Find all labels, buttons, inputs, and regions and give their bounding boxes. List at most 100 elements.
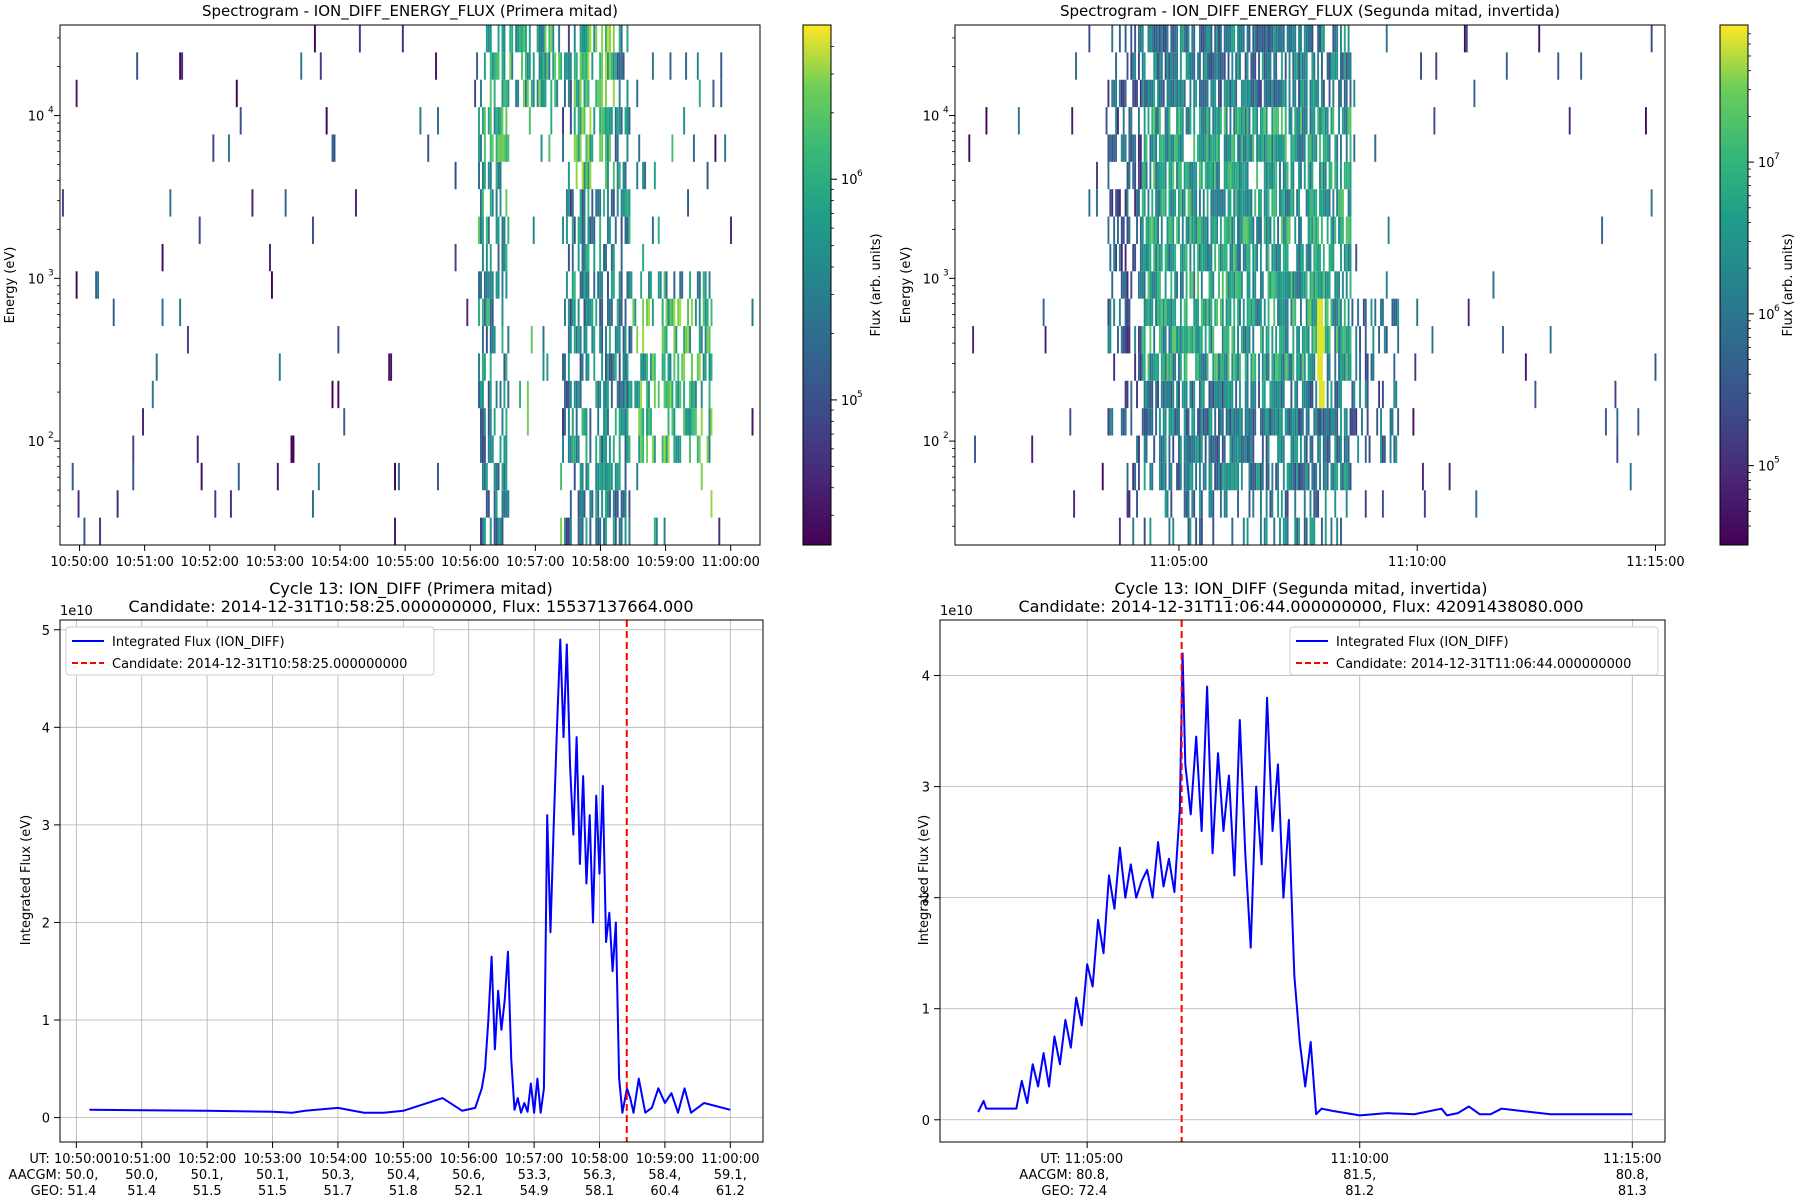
spectrogram-cell — [640, 435, 643, 463]
spectrogram-cell — [1153, 52, 1156, 80]
spectrogram-cell — [200, 462, 203, 491]
spectrogram-cell — [1288, 189, 1291, 217]
spectrogram-cell — [1298, 189, 1300, 217]
spectrogram-cell — [1246, 79, 1249, 108]
spectrogram-cell — [1158, 79, 1161, 108]
spectrogram-cell — [601, 435, 604, 463]
spectrogram-cell — [1240, 79, 1243, 108]
spectrogram-cell — [1178, 435, 1180, 463]
spectrogram-cell — [1248, 243, 1251, 272]
spectrogram-cell — [593, 107, 596, 135]
spectrogram-cell — [587, 353, 590, 381]
spectrogram-cell — [437, 462, 439, 491]
spectrogram-cell — [1181, 380, 1184, 409]
spectrogram-cell — [581, 517, 584, 545]
spectrogram-cell — [1198, 216, 1201, 244]
spectrogram-cell — [603, 107, 606, 135]
spectrogram-cell — [1286, 326, 1289, 354]
y-tick-label: 10 — [28, 435, 45, 450]
spectrogram-cell — [1235, 353, 1238, 381]
spectrogram-cell — [1227, 380, 1230, 409]
spectrogram-cell — [1271, 161, 1274, 190]
spectrogram-cell — [1202, 25, 1205, 53]
spectrogram-cell — [1242, 107, 1245, 135]
spectrogram-cell — [583, 271, 586, 299]
spectrogram-cell — [1229, 462, 1232, 491]
spectrogram-cell — [595, 490, 598, 518]
spectrogram-cell — [1193, 490, 1196, 518]
spectrogram-cell — [1298, 52, 1300, 80]
spectrogram-cell — [509, 25, 512, 53]
spectrogram-cell — [612, 353, 615, 381]
spectrogram-cell — [1273, 271, 1276, 299]
spectrogram-cell — [1193, 134, 1196, 162]
spectrogram-cell — [1191, 462, 1194, 491]
spectrogram-cell — [495, 134, 498, 162]
spectrogram-cell — [1359, 326, 1361, 354]
spectrogram-cell — [1290, 271, 1293, 299]
spectrogram-cell — [1151, 271, 1154, 299]
spectrogram-cell — [1338, 216, 1341, 244]
spectrogram-cell — [1309, 380, 1312, 409]
spectrogram-cell — [1340, 462, 1342, 491]
spectrogram-cell — [1248, 134, 1251, 162]
x-tick-label: 50.6, — [452, 1168, 485, 1183]
spectrogram-cell — [1216, 353, 1219, 381]
spectrogram-cell — [1298, 517, 1300, 545]
spectrogram-cell — [1338, 271, 1341, 299]
spectrogram-cell — [575, 134, 578, 162]
spectrogram-cell — [649, 408, 652, 436]
spectrogram-cell — [540, 25, 543, 53]
spectrogram-first-half: Spectrogram - ION_DIFF_ENERGY_FLUX (Prim… — [3, 2, 884, 570]
spectrogram-cell — [1136, 189, 1138, 217]
spectrogram-cell — [1288, 271, 1291, 299]
spectrogram-cell — [1299, 353, 1302, 381]
spectrogram-cell — [1334, 490, 1337, 518]
spectrogram-cell — [608, 107, 611, 135]
spectrogram-cell — [521, 25, 523, 53]
spectrogram-cell — [605, 243, 607, 272]
spectrogram-cell — [1307, 408, 1310, 436]
spectrogram-cell — [1179, 353, 1182, 381]
spectrogram-cell — [1178, 408, 1180, 436]
spectrogram-cell — [1214, 435, 1217, 463]
spectrogram-cell — [75, 79, 78, 108]
spectrogram-cell — [1326, 380, 1329, 409]
spectrogram-cell — [1145, 243, 1148, 272]
spectrogram-cell — [583, 408, 586, 436]
spectrogram-cell — [526, 79, 529, 108]
spectrogram-cell — [1166, 380, 1169, 409]
spectrogram-cell — [1376, 408, 1379, 436]
spectrogram-cell — [1290, 353, 1293, 381]
spectrogram-cell — [1263, 298, 1266, 327]
series-line-integrated-flux — [89, 638, 731, 1114]
spectrogram-cell — [579, 216, 582, 244]
spectrogram-cell — [397, 462, 400, 491]
spectrogram-cell — [1336, 52, 1339, 80]
spectrogram-cell — [1189, 216, 1192, 244]
x-tick-label: 50.0, — [125, 1168, 158, 1183]
spectrogram-cell — [276, 462, 279, 491]
spectrogram-cell — [1252, 326, 1255, 354]
spectrogram-cell — [646, 408, 648, 436]
spectrogram-cell — [1256, 134, 1259, 162]
spectrogram-cell — [708, 326, 711, 354]
spectrogram-cell — [503, 134, 506, 162]
spectrogram-cell — [1088, 25, 1091, 53]
spectrogram-cell — [1345, 243, 1348, 272]
spectrogram-cell — [1345, 107, 1348, 135]
spectrogram-cell — [1267, 243, 1270, 272]
spectrogram-cell — [1185, 490, 1188, 518]
spectrogram-cell — [1179, 462, 1182, 491]
spectrogram-cell — [659, 271, 662, 299]
spectrogram-cell — [648, 380, 650, 409]
spectrogram-cell — [1267, 326, 1270, 354]
spectrogram-cell — [480, 435, 482, 463]
spectrogram-cell — [1128, 326, 1131, 354]
spectrogram-cell — [1280, 326, 1283, 354]
x-tick-label: 51.5 — [193, 1184, 222, 1199]
spectrogram-cell — [1263, 52, 1266, 80]
spectrogram-cell — [599, 52, 602, 80]
